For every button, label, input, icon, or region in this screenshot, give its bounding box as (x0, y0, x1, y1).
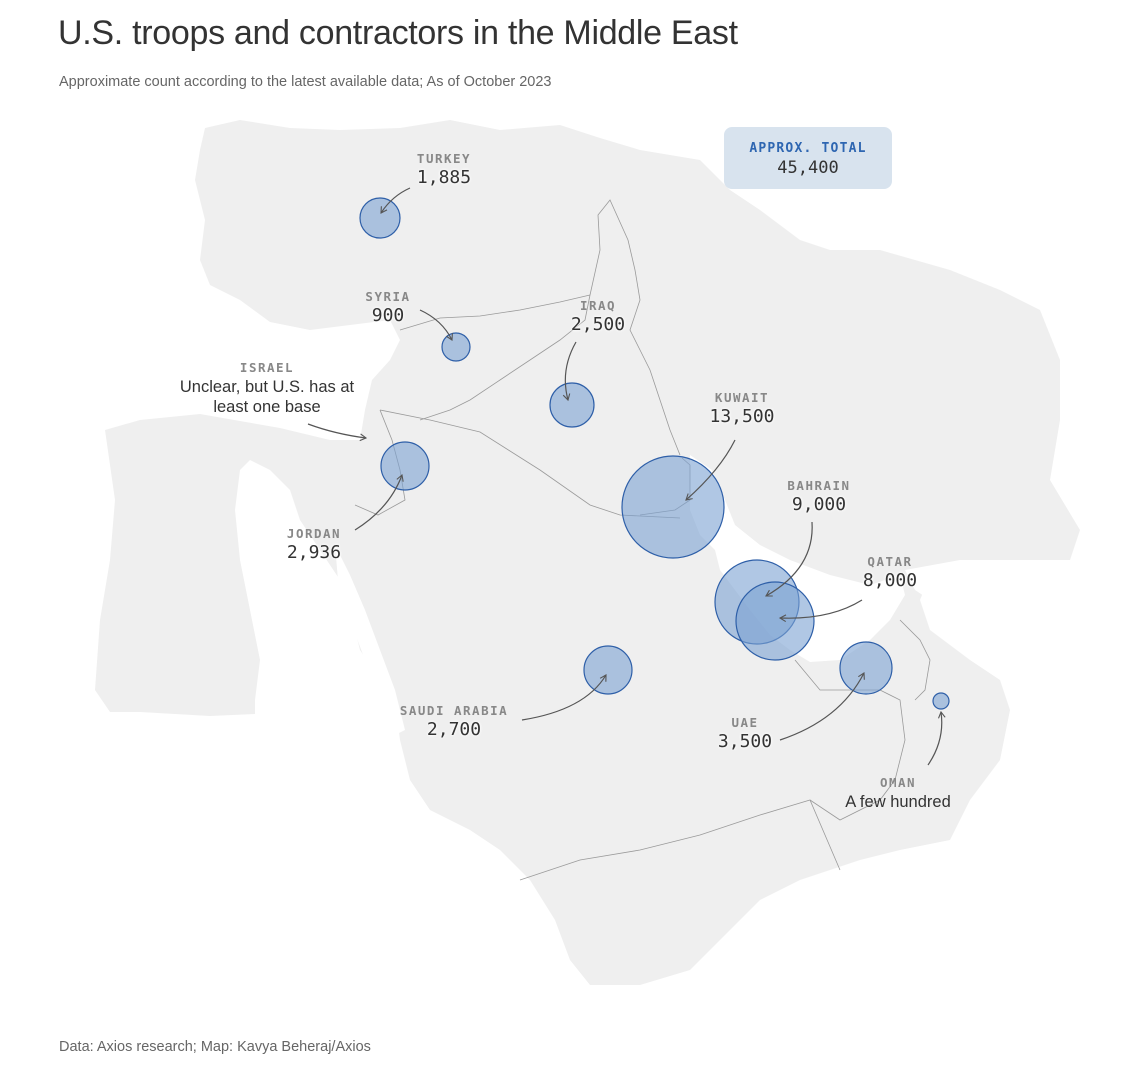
label-israel-name: ISRAEL (239, 360, 295, 375)
label-iraq-value: 2,500 (570, 314, 626, 335)
label-syria-name: SYRIA (365, 289, 411, 304)
label-kuwait-value: 13,500 (709, 406, 775, 427)
label-oman-note: A few hundred (845, 793, 951, 811)
arrow-oman (927, 710, 946, 766)
bubble-kuwait[interactable] (621, 455, 725, 559)
arrow-saudi (521, 674, 607, 721)
bubble-saudi[interactable] (583, 645, 633, 695)
border-uae-oman (899, 619, 931, 701)
arrow-syria (419, 309, 453, 341)
label-iraq-name: IRAQ (579, 298, 617, 313)
label-kuwait: KUWAIT 13,500 (692, 390, 792, 427)
bubble-qatar[interactable] (735, 581, 815, 661)
landmass-main (95, 120, 1080, 985)
label-saudi: SAUDI ARABIA 2,700 (384, 703, 524, 740)
landmass-sinai (280, 460, 360, 540)
label-oman-name: OMAN (879, 775, 917, 790)
bubble-syria[interactable] (441, 332, 471, 362)
border-iraq-iran (589, 199, 681, 456)
total-box: APPROX. TOTAL 45,400 (724, 127, 892, 189)
border-yemen (519, 799, 841, 881)
label-syria-value: 900 (371, 305, 405, 326)
gulf-of-oman (905, 560, 1010, 600)
label-iraq: IRAQ 2,500 (558, 298, 638, 335)
arrow-turkey (380, 187, 411, 214)
label-kuwait-name: KUWAIT (714, 390, 770, 405)
label-jordan: JORDAN 2,936 (270, 526, 358, 563)
arrow-jordan (354, 473, 404, 531)
label-uae-value: 3,500 (717, 731, 773, 752)
arrow-kuwait (685, 439, 736, 501)
label-bahrain-value: 9,000 (791, 494, 847, 515)
arrows (307, 187, 946, 766)
label-uae-name: UAE (731, 715, 759, 730)
chart-title: U.S. troops and contractors in the Middl… (58, 14, 738, 52)
border-syria-iraq (419, 294, 591, 421)
arrow-qatar (778, 599, 863, 623)
landmass (95, 120, 1080, 985)
bubble-oman[interactable] (932, 692, 950, 710)
arrow-iraq (562, 341, 577, 402)
label-saudi-name: SAUDI ARABIA (399, 703, 509, 718)
bubbles (359, 197, 950, 710)
arrow-bahrain (765, 521, 813, 597)
label-turkey-value: 1,885 (416, 167, 472, 188)
total-value: 45,400 (777, 158, 839, 178)
label-oman: OMAN A few hundred (828, 775, 968, 812)
label-uae: UAE 3,500 (706, 715, 784, 752)
label-qatar-name: QATAR (867, 554, 913, 569)
persian-gulf (690, 455, 905, 662)
red-sea (335, 545, 405, 735)
border-saudi-uae (794, 659, 906, 821)
bubble-jordan[interactable] (380, 441, 430, 491)
border-turkey-syria (399, 294, 591, 331)
label-jordan-value: 2,936 (286, 542, 342, 563)
label-turkey: TURKEY 1,885 (400, 151, 488, 188)
chart-subtitle: Approximate count according to the lates… (59, 74, 552, 90)
label-qatar: QATAR 8,000 (850, 554, 930, 591)
label-jordan-name: JORDAN (286, 526, 342, 541)
bubble-uae[interactable] (839, 641, 893, 695)
label-israel-note: Unclear, but U.S. has at least one base (179, 378, 355, 416)
label-saudi-value: 2,700 (426, 719, 482, 740)
arrow-uae (779, 672, 865, 741)
bubble-iraq[interactable] (549, 382, 595, 428)
border-jordan-saudi (379, 409, 681, 519)
source-note: Data: Axios research; Map: Kavya Beheraj… (59, 1039, 371, 1055)
label-syria: SYRIA 900 (352, 289, 424, 326)
bubble-turkey[interactable] (359, 197, 401, 239)
label-turkey-name: TURKEY (416, 151, 472, 166)
label-qatar-value: 8,000 (862, 570, 918, 591)
label-bahrain: BAHRAIN 9,000 (768, 478, 870, 515)
total-label: APPROX. TOTAL (749, 141, 867, 156)
label-bahrain-name: BAHRAIN (787, 478, 851, 493)
water (335, 455, 1010, 735)
arrow-israel (307, 423, 368, 442)
label-israel: ISRAEL Unclear, but U.S. has at least on… (172, 360, 362, 417)
